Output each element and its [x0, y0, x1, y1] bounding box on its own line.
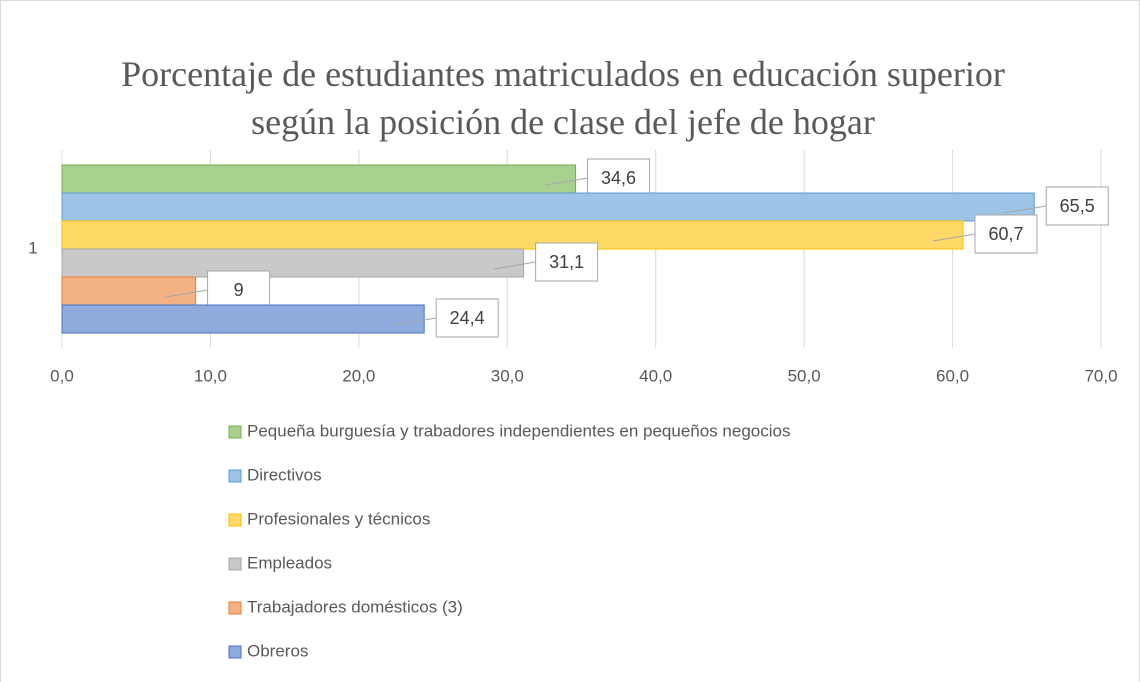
legend-label: Profesionales y técnicos: [247, 509, 430, 528]
label-leader: [493, 261, 536, 270]
x-tick-label: 60,0: [936, 366, 969, 385]
legend-swatch: [228, 557, 242, 571]
chart-title: Porcentaje de estudiantes matriculados e…: [121, 54, 1005, 142]
label-box: [535, 242, 599, 282]
legend-label: Obreros: [247, 641, 308, 660]
label-box: [974, 214, 1038, 254]
label-box: [435, 298, 499, 338]
x-tick-label: 40,0: [639, 366, 672, 385]
label-leader: [1004, 205, 1047, 214]
legend-swatch: [228, 513, 242, 527]
data-label: 60,7: [988, 224, 1023, 244]
label-leader: [545, 177, 588, 186]
data-label: 34,6: [601, 168, 636, 188]
x-tick-label: 20,0: [342, 366, 375, 385]
x-tick-label: 50,0: [788, 366, 821, 385]
label-leader: [165, 289, 208, 298]
legend-swatch: [228, 425, 242, 439]
legend-swatch: [228, 601, 242, 615]
legend-label: Empleados: [247, 553, 332, 572]
x-tick-label: 70,0: [1084, 366, 1117, 385]
label-leader: [932, 233, 976, 242]
legend-label: Trabajadores domésticos (3): [247, 597, 463, 616]
bar: [61, 220, 964, 250]
data-label: 24,4: [450, 308, 485, 328]
x-tick-label: 0,0: [50, 366, 74, 385]
legend-swatch: [228, 645, 242, 659]
bar: [61, 276, 197, 306]
bar: [61, 304, 425, 334]
y-tick-label: 1: [28, 238, 37, 257]
bar: [61, 248, 525, 278]
data-label: 65,5: [1060, 196, 1095, 216]
legend-label: Directivos: [247, 465, 322, 484]
label-leader: [394, 317, 437, 326]
label-box: [1045, 186, 1109, 226]
x-tick-label: 10,0: [194, 366, 227, 385]
data-label: 9: [234, 280, 244, 300]
legend-swatch: [228, 469, 242, 483]
legend-label: Pequeña burguesía y trabadores independi…: [247, 421, 790, 440]
x-tick-label: 30,0: [491, 366, 524, 385]
label-box: [207, 270, 271, 310]
label-box: [587, 158, 651, 198]
bar: [61, 164, 577, 194]
bar: [61, 192, 1035, 222]
data-label: 31,1: [549, 252, 584, 272]
